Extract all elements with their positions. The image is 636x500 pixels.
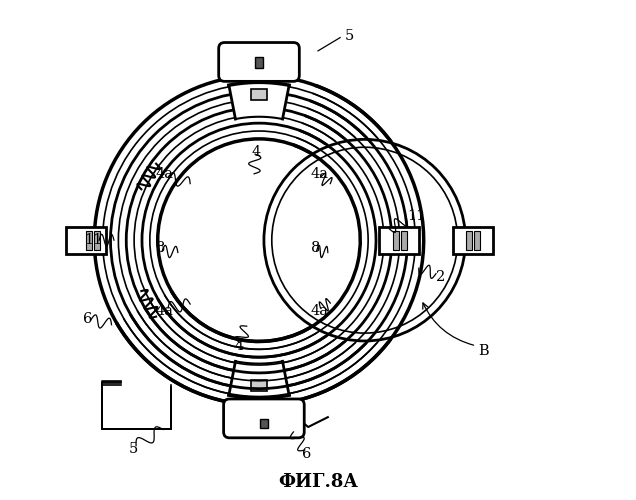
Polygon shape	[229, 362, 289, 398]
Polygon shape	[229, 82, 289, 119]
Text: 6: 6	[302, 447, 312, 461]
Bar	[251, 380, 267, 391]
Bar	[393, 230, 399, 250]
Text: 4: 4	[235, 339, 244, 353]
Circle shape	[159, 140, 359, 340]
Bar	[260, 419, 268, 428]
Text: 2: 2	[436, 270, 445, 284]
Text: 4a: 4a	[310, 304, 329, 318]
FancyBboxPatch shape	[219, 42, 300, 82]
Text: B: B	[478, 344, 488, 358]
Bar	[401, 230, 406, 250]
Text: 11: 11	[85, 233, 102, 247]
Text: 8: 8	[156, 240, 165, 254]
Bar	[255, 58, 263, 68]
Bar	[466, 230, 473, 250]
Text: 11: 11	[408, 208, 425, 222]
Text: 5: 5	[345, 29, 354, 43]
Text: 5: 5	[128, 442, 138, 456]
FancyBboxPatch shape	[224, 399, 304, 438]
Text: 6: 6	[83, 312, 92, 326]
Bar	[251, 89, 267, 100]
Bar	[474, 230, 480, 250]
Text: 4a: 4a	[310, 167, 329, 181]
Bar	[379, 226, 418, 254]
Text: 4a: 4a	[156, 167, 174, 181]
Bar	[86, 230, 92, 250]
Text: 8: 8	[310, 240, 320, 254]
Bar	[453, 226, 492, 254]
Text: ФИГ.8А: ФИГ.8А	[278, 473, 358, 491]
Text: 4: 4	[252, 144, 261, 158]
Text: 4a: 4a	[156, 304, 174, 318]
Bar	[66, 226, 106, 254]
Bar	[94, 230, 100, 250]
Circle shape	[261, 137, 468, 344]
